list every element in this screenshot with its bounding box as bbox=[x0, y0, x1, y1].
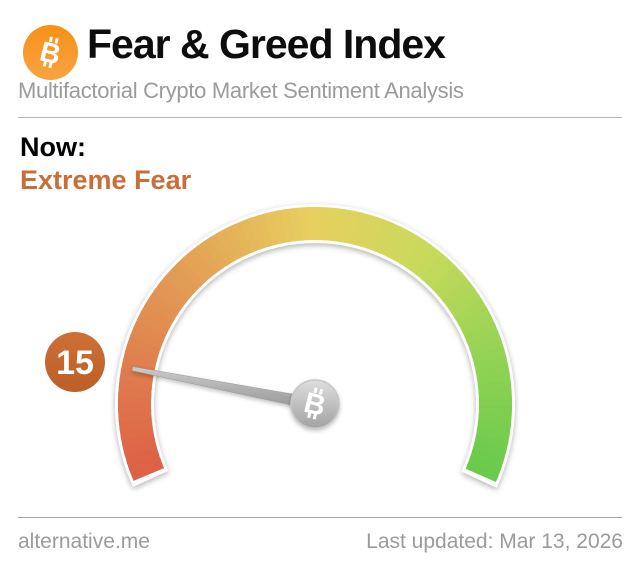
sentiment-value: Extreme Fear bbox=[20, 165, 192, 195]
now-label: Now: bbox=[20, 132, 86, 162]
page-title: Fear & Greed Index bbox=[87, 21, 446, 67]
gauge-arc-segments bbox=[117, 207, 512, 483]
gauge-needle bbox=[131, 366, 317, 411]
value-badge-text: 15 bbox=[56, 344, 94, 382]
gauge-hub: B bbox=[290, 379, 340, 429]
site-link[interactable]: alternative.me bbox=[18, 530, 150, 553]
footer-divider bbox=[18, 517, 622, 518]
gauge-needle-group bbox=[131, 366, 317, 411]
bitcoin-logo-circle bbox=[23, 25, 78, 80]
value-badge: 15 bbox=[45, 332, 105, 392]
bitcoin-logo-icon: B bbox=[23, 25, 78, 80]
last-updated: Last updated: Mar 13, 2026 bbox=[366, 530, 623, 553]
header-divider bbox=[18, 117, 622, 118]
page-subtitle: Multifactorial Crypto Market Sentiment A… bbox=[18, 78, 464, 103]
